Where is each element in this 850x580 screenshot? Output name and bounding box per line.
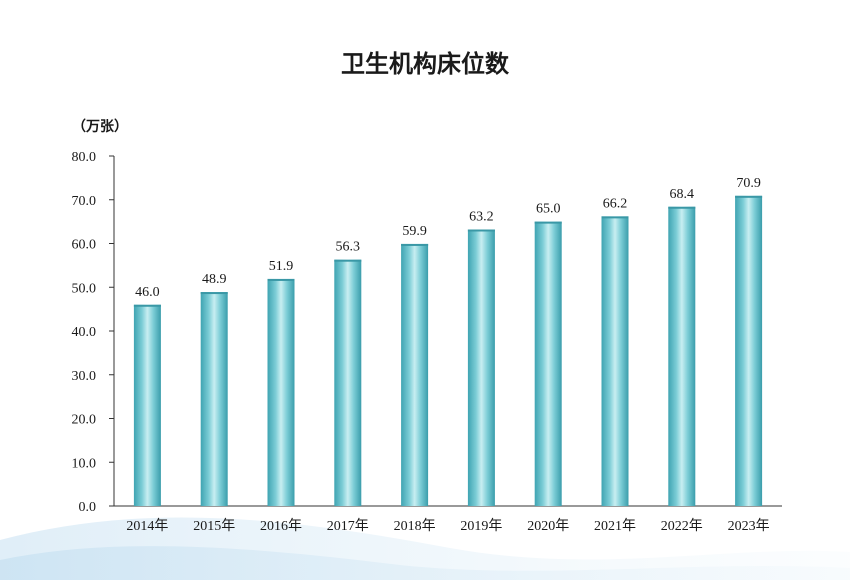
x-tick-label: 2016年 [260, 518, 302, 534]
y-tick-label: 30.0 [72, 369, 97, 384]
bar-value-label: 46.0 [135, 285, 160, 300]
x-tick-label: 2023年 [728, 518, 770, 534]
bar [133, 304, 161, 506]
x-tick-label: 2019年 [460, 518, 502, 534]
bar-value-label: 59.9 [402, 224, 427, 239]
bar [334, 259, 362, 506]
x-axis-labels: 2014年 2015年 2016年 2017年 2018年 2019年 2020年 2021年… [126, 518, 769, 534]
bar-top-edge [467, 229, 495, 232]
y-tick-label: 80.0 [72, 150, 97, 165]
bar-top-edge [133, 304, 161, 307]
y-axis-ticks: 0.0 10.0 20.0 30.0 40.0 50.0 60.0 70.0 80.0 [72, 150, 114, 515]
bar-value-label: 66.2 [603, 196, 628, 211]
bar-top-edge [735, 195, 763, 198]
bar [200, 292, 228, 506]
bar-value-label: 51.9 [269, 259, 294, 274]
x-tick-label: 2020年 [527, 518, 569, 534]
x-tick-label: 2014年 [126, 518, 168, 534]
bar-value-label: 68.4 [670, 187, 695, 202]
bar-top-edge [534, 221, 562, 224]
bar-value-label: 65.0 [536, 202, 561, 217]
bar-top-edge [200, 292, 228, 295]
y-tick-label: 20.0 [72, 413, 97, 428]
bar [267, 278, 295, 506]
bar [668, 206, 696, 506]
bar-value-label: 70.9 [736, 176, 761, 191]
x-tick-label: 2015年 [193, 518, 235, 534]
bar-top-edge [334, 259, 362, 262]
bar-value-label: 63.2 [469, 210, 494, 225]
y-tick-label: 0.0 [79, 500, 97, 515]
bar-top-edge [601, 216, 629, 219]
y-tick-label: 60.0 [72, 238, 97, 253]
x-tick-label: 2021年 [594, 518, 636, 534]
x-tick-label: 2017年 [327, 518, 369, 534]
bar [401, 243, 429, 506]
x-tick-label: 2018年 [394, 518, 436, 534]
bars [133, 195, 763, 506]
bar [534, 221, 562, 506]
bar [735, 195, 763, 506]
bar-top-edge [668, 206, 696, 209]
background-waves [0, 517, 850, 580]
background-wave-front [0, 546, 850, 580]
bar-value-label: 48.9 [202, 272, 227, 287]
chart-title: 卫生机构床位数 [341, 49, 510, 78]
data-labels: 46.0 48.9 51.9 56.3 59.9 63.2 65.0 66.2 68.4 70.9 [135, 176, 761, 300]
bar [467, 229, 495, 506]
bar-value-label: 56.3 [336, 240, 361, 255]
y-tick-label: 10.0 [72, 456, 97, 471]
y-axis-unit-label: （万张） [72, 119, 128, 135]
bar-top-edge [401, 243, 429, 246]
y-tick-label: 70.0 [72, 194, 97, 209]
x-tick-label: 2022年 [661, 518, 703, 534]
bar [601, 216, 629, 506]
y-tick-label: 40.0 [72, 325, 97, 340]
bar-top-edge [267, 278, 295, 281]
y-tick-label: 50.0 [72, 281, 97, 296]
